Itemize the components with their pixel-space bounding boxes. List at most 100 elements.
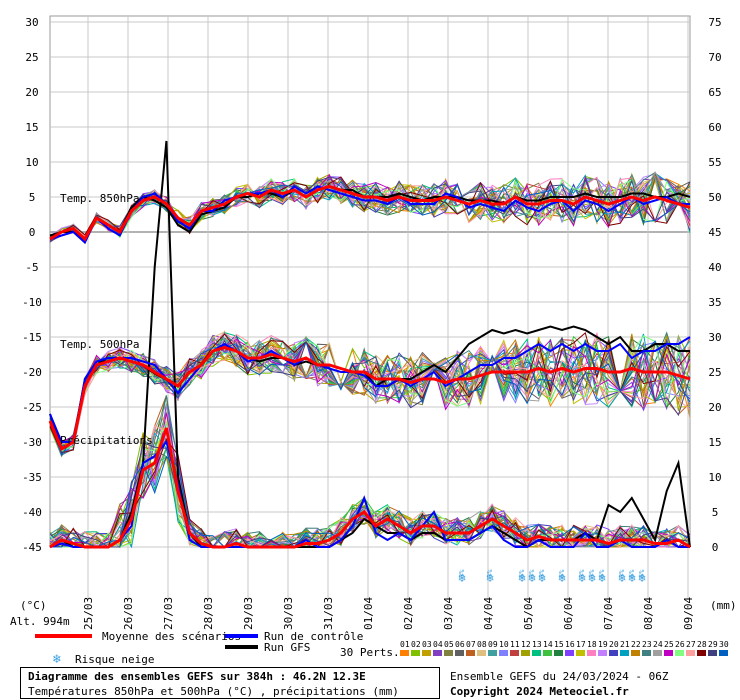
pert-number: 17 [576, 640, 586, 649]
x-tick-label: 04/04 [482, 597, 495, 630]
label-temp-850: Temp. 850hPa [60, 192, 139, 205]
pert-number: 07 [466, 640, 476, 649]
footer-copyright: Copyright 2024 Meteociel.fr [450, 685, 629, 698]
pert-number: 06 [455, 640, 465, 649]
snow-marker-pct: 6% [628, 569, 636, 578]
pert-swatch [708, 650, 717, 656]
snow-marker-icon: ❄ [558, 571, 565, 585]
member-t500-line [49, 336, 691, 450]
snow-marker-icon: ❄ [628, 571, 635, 585]
x-tick-label: 09/04 [682, 597, 695, 630]
pert-number: 15 [554, 640, 564, 649]
left-tick-label: -30 [22, 436, 42, 449]
x-tick-label: 06/04 [562, 597, 575, 630]
snow-marker-icon: ❄ [486, 571, 493, 585]
main-series [48, 140, 691, 549]
left-tick-label: 25 [25, 51, 38, 64]
control-series-t850 [49, 185, 690, 245]
pert-number: 25 [664, 640, 674, 649]
pert-number: 01 [400, 640, 410, 649]
left-tick-label: -5 [25, 261, 38, 274]
legend: Moyenne des scénarios Run de contrôle Ru… [35, 630, 729, 667]
snow-marker-pct: 3% [486, 569, 494, 578]
snow-marker-icon: ❄ [618, 571, 625, 585]
label-temp-500: Temp. 500hPa [60, 338, 139, 351]
x-tick-label: 07/04 [602, 597, 615, 630]
pert-number: 19 [598, 640, 608, 649]
pert-swatch [642, 650, 651, 656]
right-tick-label: 15 [708, 436, 721, 449]
pert-number: 21 [620, 640, 630, 649]
pert-number: 30 [719, 640, 729, 649]
pert-swatch [620, 650, 629, 656]
snow-marker-pct: 6% [558, 569, 566, 578]
left-tick-label: -15 [22, 331, 42, 344]
perturbation-legend: 01 02 03 04 05 06 07 08 09 10 11 12 13 14 15 16 17 18 19 20… [400, 640, 729, 656]
left-tick-label: 0 [29, 226, 36, 239]
grid-lines [49, 15, 691, 600]
member-precip-line [50, 402, 691, 548]
legend-mean: Moyenne des scénarios [102, 630, 241, 643]
pert-swatch [433, 650, 442, 656]
right-tick-label: 45 [708, 226, 721, 239]
x-tick-label: 28/03 [202, 597, 215, 630]
pert-swatch [422, 650, 431, 656]
pert-number: 11 [510, 640, 520, 649]
pert-swatch [686, 650, 695, 656]
snow-marker-icon: ❄ [638, 571, 645, 585]
legend-snow: Risque neige [75, 653, 154, 666]
control-series-t500 [49, 336, 691, 443]
pert-number: 03 [422, 640, 432, 649]
pert-number: 16 [565, 640, 575, 649]
pert-swatch [664, 650, 673, 656]
x-axis-ticks: 25/03 26/03 27/03 28/03 29/03 30/03 31/03 01/04… [82, 597, 695, 630]
legend-control: Run de contrôle [264, 630, 363, 643]
snow-marker-icon: ❄ [528, 571, 535, 585]
snowflake-icon: ❄ [52, 652, 61, 667]
pert-number: 18 [587, 640, 597, 649]
left-tick-label: -10 [22, 296, 42, 309]
pert-swatch [609, 650, 618, 656]
pert-swatch [598, 650, 607, 656]
left-axis-unit: (°C) [20, 599, 47, 612]
mean-series-precip [49, 427, 691, 549]
mean-series-t500 [48, 345, 691, 452]
right-tick-label: 0 [712, 541, 719, 554]
left-tick-label: 20 [25, 86, 38, 99]
snow-marker-icon: ❄ [518, 571, 525, 585]
pert-swatch [554, 650, 563, 656]
snow-marker-pct: 6% [518, 569, 526, 578]
x-tick-label: 27/03 [162, 597, 175, 630]
pert-number: 26 [675, 640, 685, 649]
left-axis-ticks: 30 25 20 15 10 5 0 -5 -10 -15 -20 -25 -30 -35 -40 -45 [22, 16, 42, 554]
x-tick-label: 29/03 [242, 597, 255, 630]
right-tick-label: 40 [708, 261, 721, 274]
pert-swatch [411, 650, 420, 656]
pert-number: 08 [477, 640, 487, 649]
snow-marker-pct: 6% [638, 569, 646, 578]
pert-number: 14 [543, 640, 553, 649]
pert-number: 29 [708, 640, 718, 649]
pert-number: 13 [532, 640, 542, 649]
member-t500-line [49, 335, 691, 452]
right-tick-label: 10 [708, 471, 721, 484]
snow-marker-icon: ❄ [538, 571, 545, 585]
left-tick-label: 30 [25, 16, 38, 29]
snow-marker-pct: 3% [528, 569, 536, 578]
pert-number: 04 [433, 640, 443, 649]
snow-marker-icon: ❄ [578, 571, 585, 585]
member-precip-line [49, 419, 691, 548]
pert-number: 09 [488, 640, 498, 649]
x-tick-label: 01/04 [362, 597, 375, 630]
x-tick-label: 08/04 [642, 597, 655, 630]
left-tick-label: -35 [22, 471, 42, 484]
mean-series-t850 [49, 184, 691, 242]
pert-swatch [466, 650, 475, 656]
snow-marker-pct: 3% [588, 569, 596, 578]
pert-swatch [543, 650, 552, 656]
right-tick-label: 70 [708, 51, 721, 64]
left-tick-label: -25 [22, 401, 42, 414]
label-precip: Précipitations [60, 434, 153, 447]
snow-marker-pct: 3% [578, 569, 586, 578]
